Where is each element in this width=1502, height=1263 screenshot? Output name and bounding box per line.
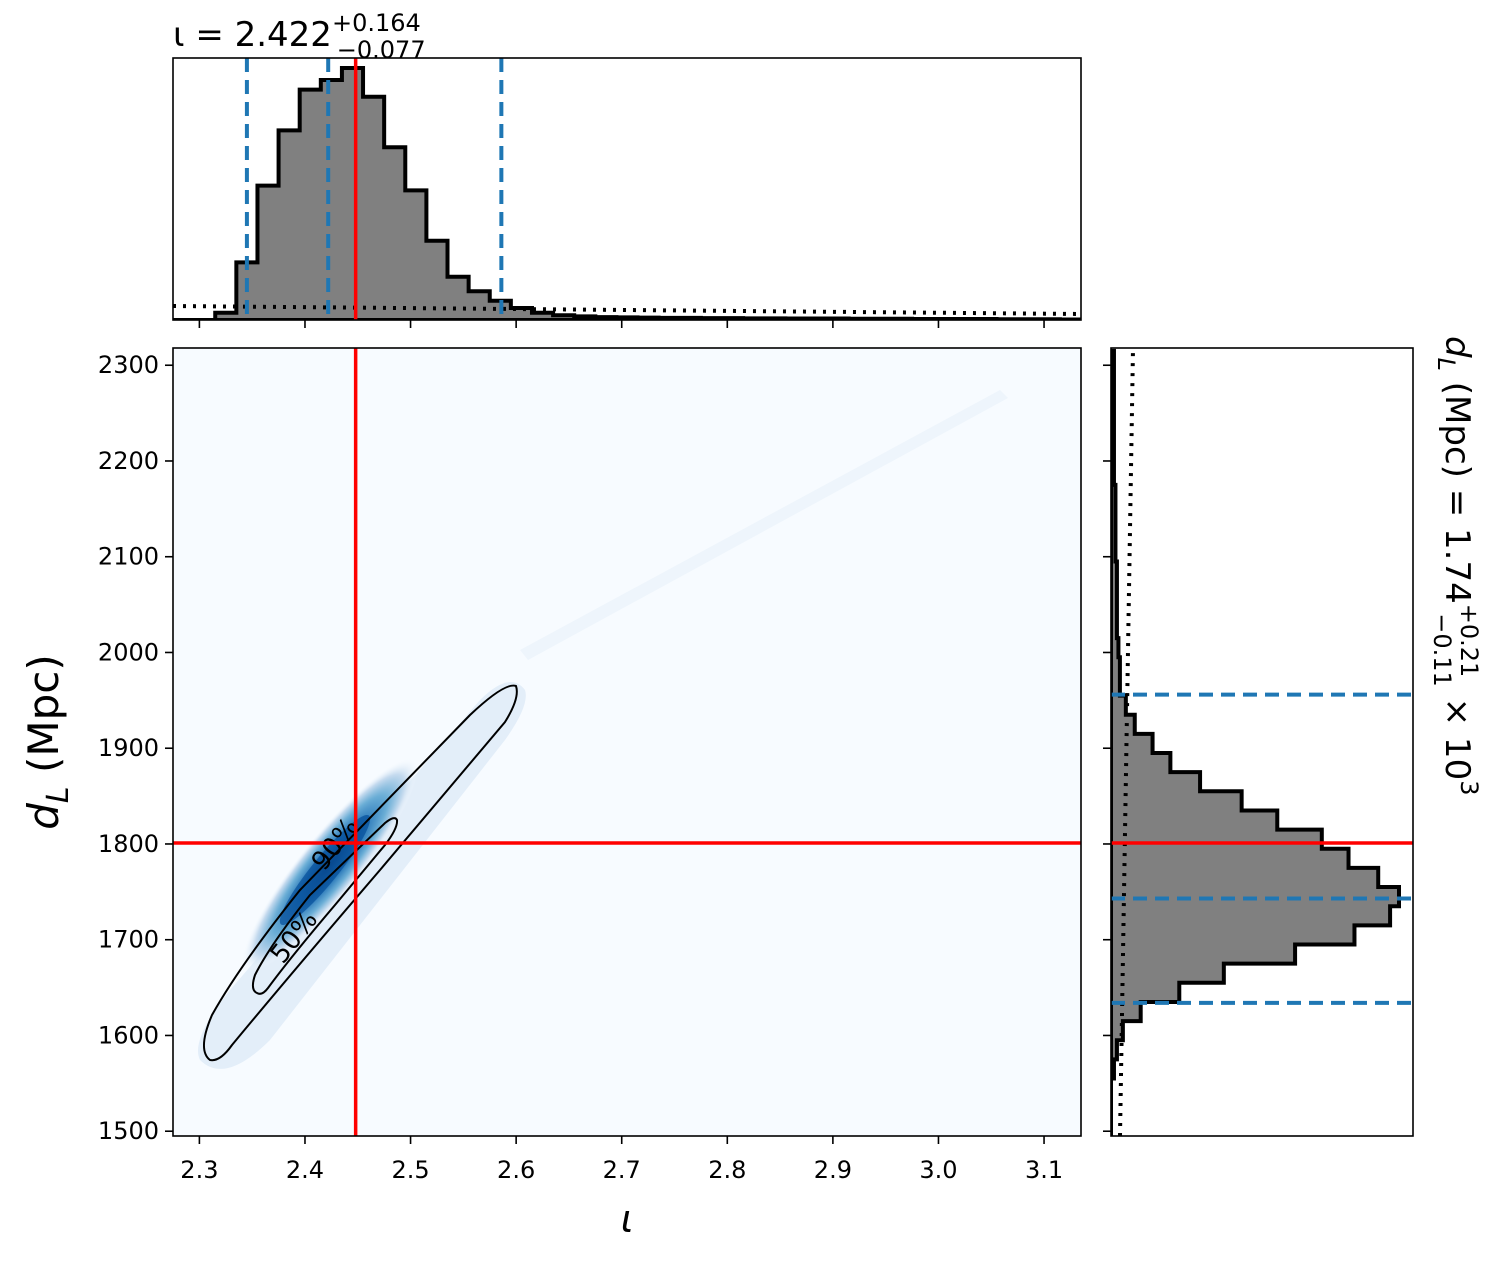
iota-prior-line xyxy=(173,304,1081,316)
x-tick-label: 2.7 xyxy=(603,1156,641,1184)
x-tick-label: 2.8 xyxy=(708,1156,746,1184)
density-tail xyxy=(520,390,1008,660)
y-axis-label: dL (Mpc) xyxy=(19,654,76,830)
iota-title: ι = 2.422+0.164 −0.077 xyxy=(173,9,426,64)
dL-histogram xyxy=(1111,348,1401,1136)
y-tick-label: 1800 xyxy=(98,830,159,858)
x-tick-label: 2.9 xyxy=(814,1156,852,1184)
joint-density-frame xyxy=(172,347,1082,1137)
y-axis-ticks: 1500 1600 1700 1800 1900 2000 2100 2200 2300 xyxy=(98,351,173,1145)
x-tick-label: 2.3 xyxy=(180,1156,218,1184)
iota-marginal-panel: ι = 2.422+0.164 −0.077 xyxy=(172,9,1082,328)
dL-marginal-ticks xyxy=(1103,364,1111,1133)
x-axis-ticks: 2.3 2.4 2.5 2.6 2.7 2.8 2.9 3.0 3.1 xyxy=(180,1136,1063,1184)
x-tick-label: 2.5 xyxy=(391,1156,429,1184)
iota-marginal-frame xyxy=(172,57,1082,321)
y-tick-label: 1600 xyxy=(98,1021,159,1049)
y-tick-label: 2300 xyxy=(98,351,159,379)
dL-title: dL (Mpc) = 1.74+0.21−0.11 × 103 xyxy=(1428,336,1483,795)
y-tick-label: 1700 xyxy=(98,926,159,954)
y-tick-label: 1500 xyxy=(98,1117,159,1145)
x-tick-label: 2.6 xyxy=(497,1156,535,1184)
dL-quantile-lines xyxy=(1111,692,1413,1005)
contour-50 xyxy=(251,817,399,995)
x-tick-label: 3.1 xyxy=(1025,1156,1063,1184)
x-tick-label: 2.4 xyxy=(286,1156,324,1184)
y-tick-label: 1900 xyxy=(98,734,159,762)
iota-marginal-ticks xyxy=(198,320,1045,328)
dL-marginal-panel: dL (Mpc) = 1.74+0.21−0.11 × 103 xyxy=(1103,336,1483,1137)
contour-90 xyxy=(203,684,518,1062)
y-tick-label: 2000 xyxy=(98,638,159,666)
iota-histogram xyxy=(173,66,1081,320)
y-tick-label: 2100 xyxy=(98,543,159,571)
x-axis-label: ι xyxy=(621,1197,634,1241)
joint-density-panel: 50% 90% 2.3 2.4 2.5 2.6 2.7 2.8 2.9 3.0 3.1 1500… xyxy=(19,347,1082,1241)
x-tick-label: 3.0 xyxy=(919,1156,957,1184)
density-background xyxy=(173,348,1081,1136)
y-tick-label: 2200 xyxy=(98,447,159,475)
dL-marginal-frame xyxy=(1110,347,1414,1137)
